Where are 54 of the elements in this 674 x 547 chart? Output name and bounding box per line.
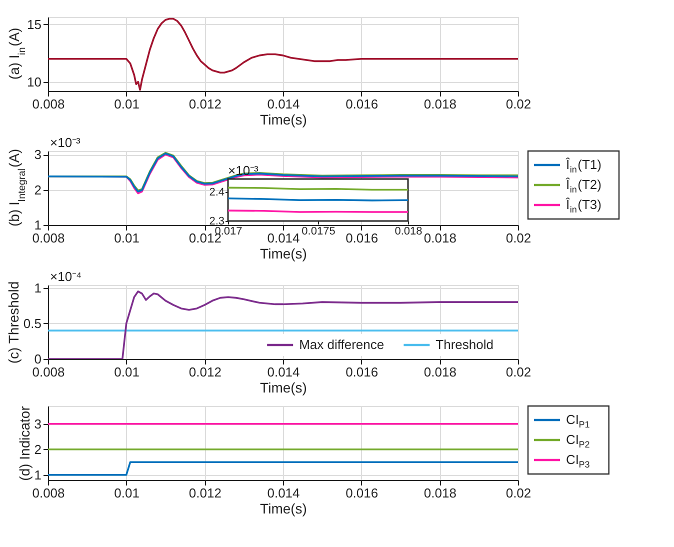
y-tick-label: 0: [34, 352, 42, 366]
x-tick-label: 0.008: [32, 230, 65, 246]
x-axis-title: Time(s): [260, 246, 307, 262]
x-tick-label: 0.018: [424, 486, 456, 500]
y-tick-label: 10: [27, 74, 42, 90]
x-tick-label: 0.008: [32, 486, 65, 500]
y-tick-label: 15: [27, 16, 42, 32]
x-tick-label: 0.01: [114, 96, 140, 112]
x-tick-label: 0.018: [424, 230, 456, 246]
x-tick-label: 0.0175: [302, 226, 336, 238]
x-tick-label: 0.01: [114, 230, 140, 246]
x-tick-label: 0.014: [267, 96, 300, 112]
x-tick-label: 0.016: [346, 96, 378, 112]
legend-label: Max difference: [299, 337, 384, 352]
x-tick-label: 0.018: [424, 96, 456, 112]
y-axis-title: (a) Iin(A): [6, 28, 28, 80]
x-tick-label: 0.012: [188, 96, 222, 112]
x-tick-label: 0.02: [506, 486, 532, 500]
x-tick-label: 0.012: [188, 486, 222, 500]
y-tick-label: 2.4: [209, 186, 224, 199]
y-tick-label: 1: [34, 218, 42, 232]
x-tick-label: 0.014: [267, 364, 300, 380]
y-tick-label: 1: [34, 467, 42, 482]
x-tick-label: 0.012: [188, 364, 222, 380]
x-tick-label: 0.014: [267, 486, 300, 500]
x-tick-label: 0.018: [394, 226, 422, 238]
text: ×10⁻³: [50, 135, 82, 150]
x-tick-label: 0.02: [506, 230, 532, 246]
legend-label: Threshold: [436, 337, 494, 352]
y-tick-label: 3: [34, 147, 42, 162]
x-tick-label: 0.016: [346, 486, 378, 500]
y-tick-label: 2: [34, 442, 42, 457]
y-tick-label: 3: [34, 416, 42, 432]
y-axis-title: (b) IIntegral(A): [6, 148, 28, 226]
x-tick-label: 0.01: [114, 486, 140, 500]
y-tick-label: 2: [34, 182, 42, 198]
x-axis-title: Time(s): [260, 112, 307, 128]
y-tick-label: 1: [34, 280, 42, 296]
x-tick-label: 0.02: [506, 364, 532, 380]
text: ×10⁻⁴: [50, 269, 82, 284]
y-axis-title: (d) Indicator: [16, 406, 32, 481]
x-tick-label: 0.016: [346, 364, 378, 380]
x-tick-label: 0.018: [424, 364, 456, 380]
y-tick-label: 2.3: [209, 216, 224, 228]
x-axis-title: Time(s): [260, 380, 307, 396]
x-tick-label: 0.008: [32, 96, 65, 112]
x-tick-label: 0.016: [346, 230, 378, 246]
x-tick-label: 0.01: [114, 364, 140, 380]
x-axis-title: Time(s): [260, 500, 307, 516]
y-tick-label: 0.5: [23, 316, 42, 331]
x-tick-label: 0.014: [267, 230, 300, 246]
y-axis-title: (c) Threshold: [5, 281, 22, 364]
x-tick-label: 0.008: [32, 364, 65, 380]
x-tick-label: 0.02: [506, 96, 532, 112]
